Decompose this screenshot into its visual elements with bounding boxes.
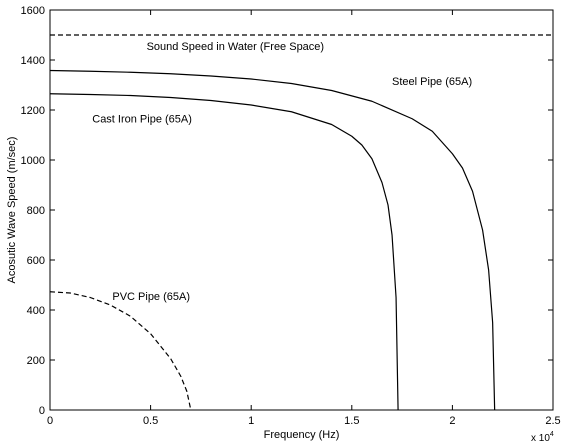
x-tick-label: 0	[47, 415, 53, 427]
y-axis-label: Acosutic Wave Speed (m/sec)	[6, 137, 18, 284]
y-tick-label: 1000	[21, 155, 45, 167]
y-tick-label: 200	[27, 355, 45, 367]
series-line-cast-iron-pipe-65a	[49, 93, 399, 411]
x-exponent-base: x 10	[531, 433, 550, 444]
x-exponent-power: 4	[550, 431, 554, 438]
x-tick-label: 0.5	[143, 415, 158, 427]
y-tick-label: 600	[27, 255, 45, 267]
x-axis-exponent-label: x 104	[531, 431, 554, 444]
series-line-steel-pipe-65a	[49, 69, 496, 411]
annotation-steel-pipe-65a: Steel Pipe (65A)	[392, 76, 472, 88]
series-line-pvc-pipe-65a	[49, 291, 192, 411]
y-tick-label: 0	[39, 405, 45, 417]
x-tick-label: 1	[248, 415, 254, 427]
y-tick-label: 800	[27, 205, 45, 217]
x-tick-label: 2.5	[545, 415, 560, 427]
y-tick-label: 1600	[21, 5, 45, 17]
y-tick-label: 1400	[21, 55, 45, 67]
annotation-cast-iron-pipe-65a: Cast Iron Pipe (65A)	[92, 114, 192, 126]
y-tick-label: 400	[27, 305, 45, 317]
x-tick-label: 1.5	[344, 415, 359, 427]
annotation-pvc-pipe-65a: PVC Pipe (65A)	[112, 291, 190, 303]
y-tick-label: 1200	[21, 105, 45, 117]
x-tick-label: 2	[449, 415, 455, 427]
x-axis-label: Frequency (Hz)	[264, 429, 340, 441]
annotation-sound-speed-in-water-free-space: Sound Speed in Water (Free Space)	[147, 41, 325, 53]
